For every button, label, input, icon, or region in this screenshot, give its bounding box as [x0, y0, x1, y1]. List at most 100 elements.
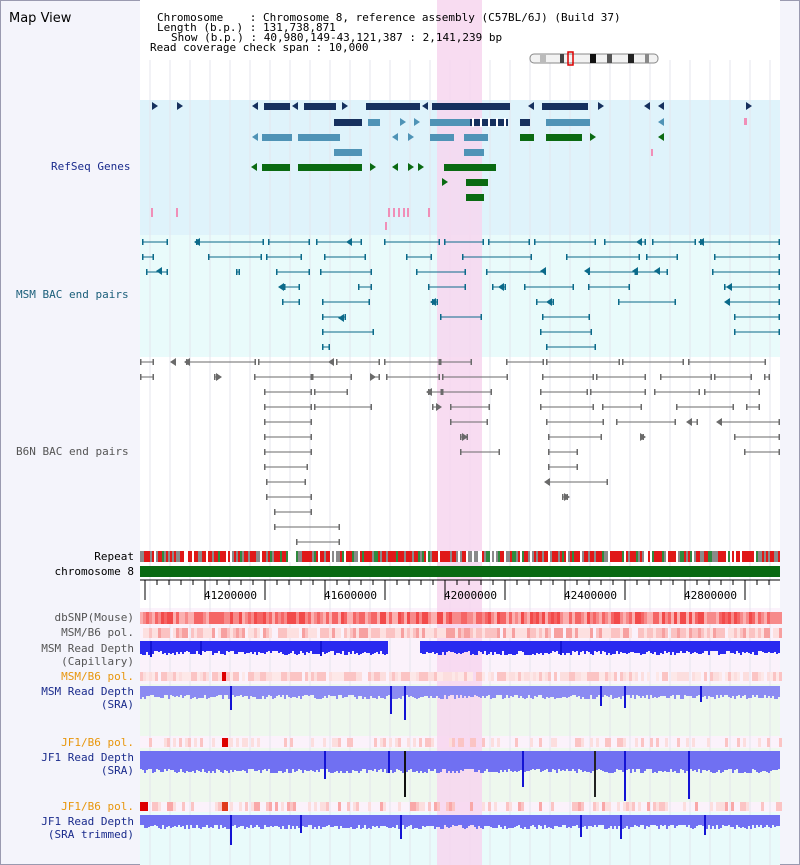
bac-end-cap [146, 269, 148, 275]
read-depth-bar [414, 686, 416, 698]
read-depth-bar [710, 686, 712, 697]
snp-density-cell [218, 802, 221, 811]
snp-density-cell [617, 802, 620, 811]
read-depth-bar [538, 751, 540, 769]
snp-density-cell [743, 672, 746, 681]
read-depth-bar [322, 751, 324, 769]
snp-density-cell [371, 628, 374, 638]
read-depth-bar [544, 686, 546, 699]
read-depth-bar [554, 686, 556, 699]
bac-end-cap [698, 389, 700, 395]
gene-arrow [442, 178, 448, 186]
read-depth-bar [778, 751, 780, 769]
snp-density-cell [320, 802, 323, 811]
read-depth-bar [658, 641, 660, 655]
repeat-segment [164, 551, 166, 562]
snp-density-cell [368, 612, 371, 624]
read-depth-bar [170, 686, 172, 695]
track-label-b6n-bac[interactable]: B6N BAC end pairs [16, 445, 129, 458]
read-depth-bar [428, 815, 430, 826]
read-depth-bar [202, 751, 204, 769]
snp-density-cell [728, 672, 731, 681]
read-depth-bar [702, 641, 704, 653]
snp-density-cell [164, 628, 167, 638]
snp-density-cell [746, 612, 749, 624]
repeat-segment [416, 551, 418, 562]
snp-density-cell [482, 672, 485, 681]
repeat-segment [266, 551, 268, 562]
snp-density-cell [434, 628, 437, 638]
read-depth-bar [420, 751, 422, 771]
read-depth-bar [728, 815, 730, 825]
read-depth-bar [602, 815, 604, 825]
snp-density-cell [311, 738, 314, 747]
snp-density-cell [662, 672, 665, 681]
read-depth-bar [602, 641, 604, 651]
snp-density-cell [473, 628, 476, 638]
track-label-msm-bac[interactable]: MSM BAC end pairs [16, 288, 129, 301]
read-depth-bar [162, 686, 164, 698]
track-label-refseq[interactable]: RefSeq Genes [51, 160, 131, 173]
read-depth-bar [278, 686, 280, 695]
read-depth-bar [436, 815, 438, 827]
snp-density-cell [662, 612, 665, 624]
read-depth-bar [458, 641, 460, 653]
bac-end-cap [370, 269, 372, 275]
read-depth-bar [362, 815, 364, 828]
read-depth-bar [638, 751, 640, 769]
read-depth-bar [496, 815, 498, 828]
read-depth-bar [502, 751, 504, 772]
read-depth-bar [474, 686, 476, 695]
read-depth-bar [164, 751, 166, 769]
read-depth-bar [598, 815, 600, 825]
read-depth-bar [334, 686, 336, 696]
snp-density-cell [656, 802, 659, 811]
repeat-segment [724, 551, 726, 562]
snp-density-cell [401, 672, 404, 681]
snp-density-cell [656, 738, 659, 747]
read-depth-bar [256, 686, 258, 699]
read-depth-bar [676, 641, 678, 653]
read-depth-bar [210, 815, 212, 827]
read-depth-bar [308, 815, 310, 825]
snp-density-cell [419, 672, 422, 681]
bac-end-cap [486, 269, 488, 275]
read-depth-bar [378, 686, 380, 696]
repeat-segment [482, 551, 484, 562]
snp-density-cell [197, 628, 200, 638]
repeat-segment [608, 551, 610, 562]
read-depth-bar [626, 815, 628, 826]
bac-end-cap [528, 239, 530, 245]
read-depth-bar [484, 751, 486, 771]
read-depth-bar [634, 686, 636, 699]
snp-density-cell [344, 612, 347, 624]
snp-density-cell [161, 628, 164, 638]
snp-density-cell [587, 628, 590, 638]
repeat-segment [546, 551, 548, 562]
gene-model [262, 164, 290, 171]
read-depth-bar [756, 815, 758, 825]
snp-density-cell [647, 612, 650, 624]
read-depth-bar [678, 641, 680, 653]
read-depth-bar [188, 815, 190, 829]
snp-density-cell [416, 802, 419, 811]
snp-density-cell [464, 628, 467, 638]
snp-density-cell [230, 628, 233, 638]
read-depth-bar [720, 641, 722, 654]
repeat-segment [568, 551, 570, 562]
read-depth-bar [208, 751, 210, 771]
repeat-segment [254, 551, 256, 562]
read-depth-bar [156, 751, 158, 769]
read-depth-bar [162, 815, 164, 825]
snp-density-cell [605, 672, 608, 681]
snp-density-cell [194, 612, 197, 624]
read-depth-bar [510, 815, 512, 828]
read-depth-bar [394, 751, 396, 772]
read-depth-bar [752, 815, 754, 825]
read-depth-bar [466, 641, 468, 652]
snp-density-cell [434, 672, 437, 681]
read-depth-bar [182, 641, 184, 654]
read-depth-bar [140, 815, 142, 825]
read-depth-bar [310, 751, 312, 770]
read-depth-bar [698, 815, 700, 825]
